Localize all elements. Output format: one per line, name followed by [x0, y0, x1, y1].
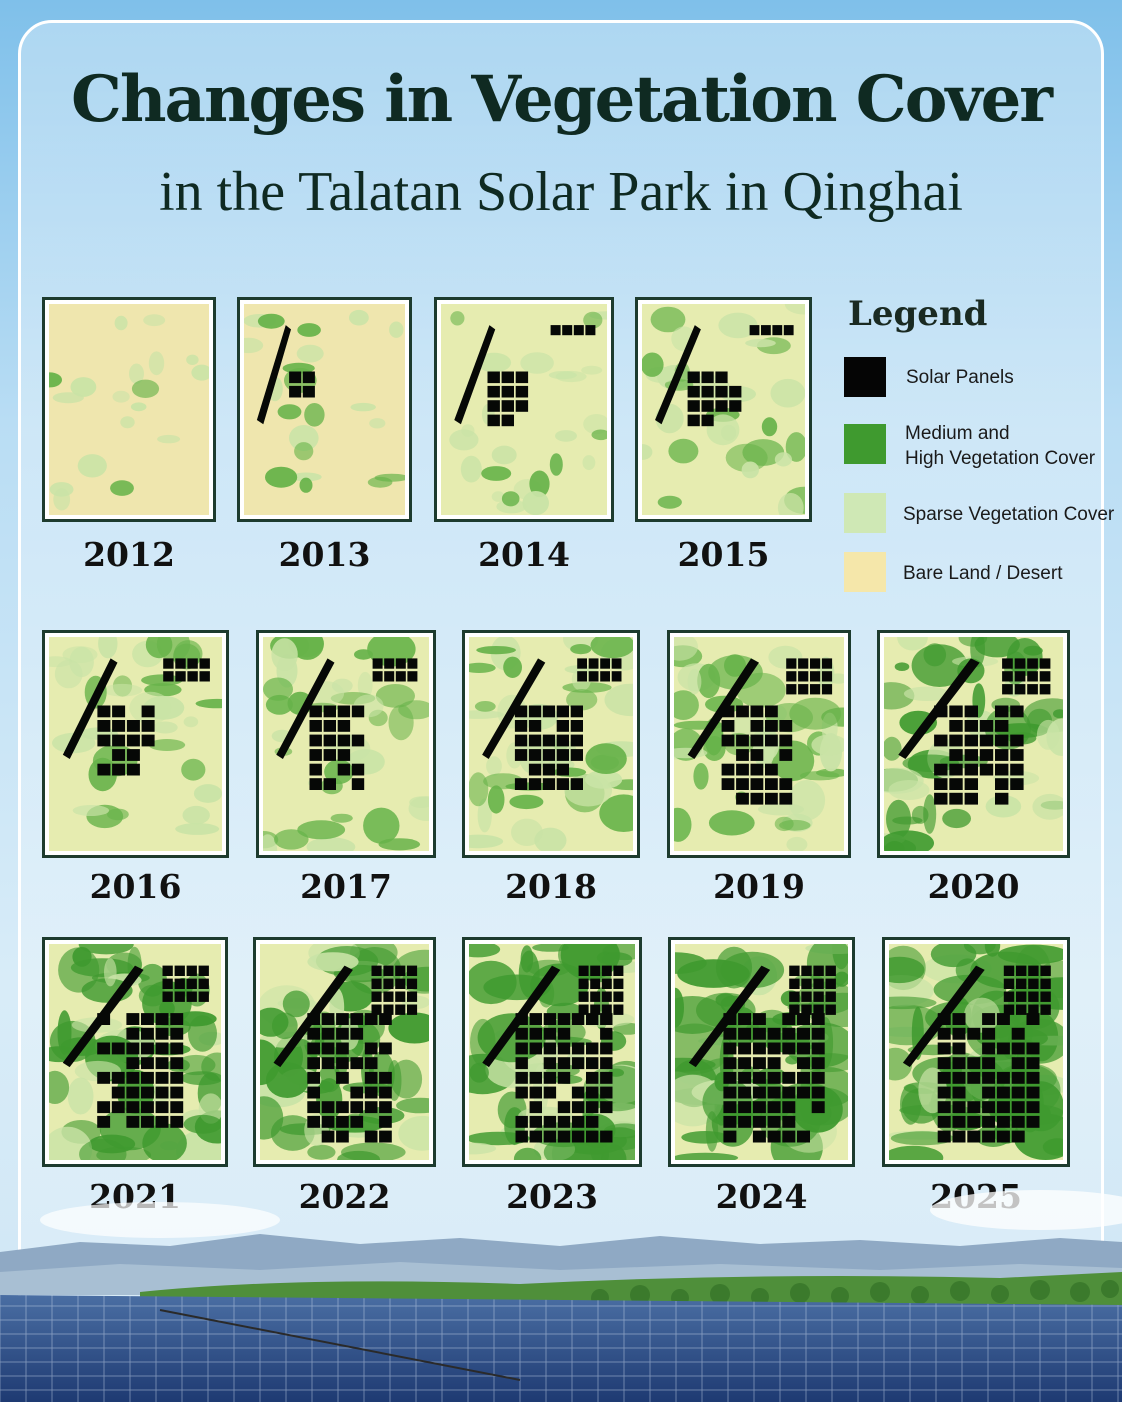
map-render: [263, 637, 429, 851]
legend-label-medium-high-vegetation-2: High Vegetation Cover: [905, 448, 1096, 469]
map-render: [884, 637, 1063, 851]
title-line-2: in the Talatan Solar Park in Qinghai: [159, 161, 963, 223]
map-2024: [668, 937, 855, 1167]
map-2014: [434, 297, 614, 522]
map-2021: [42, 937, 228, 1167]
title-line-1: Changes in Vegetation Cover: [71, 62, 1053, 137]
map-2015: [635, 297, 812, 522]
year-label-2017: 2017: [300, 867, 392, 906]
map-2017: [256, 630, 436, 858]
year-label-2024: 2024: [715, 1177, 808, 1216]
map-render: [49, 637, 222, 851]
map-render: [675, 944, 848, 1160]
map-2020: [877, 630, 1070, 858]
legend-label-bare-land: Bare Land / Desert: [903, 563, 1063, 584]
legend-label-medium-high-vegetation-1: Medium and: [905, 423, 1010, 444]
map-render: [889, 944, 1063, 1160]
year-label-2016: 2016: [89, 867, 182, 906]
map-render: [49, 304, 209, 515]
year-label-2022: 2022: [298, 1177, 391, 1216]
solar-field-scenery: [0, 1190, 1122, 1402]
legend-label-solar-panels: Solar Panels: [906, 367, 1014, 388]
map-2019: [667, 630, 851, 858]
year-label-2014: 2014: [478, 535, 570, 574]
map-render: [469, 944, 635, 1160]
map-2023: [462, 937, 642, 1167]
legend-swatch-bare-land: [844, 552, 886, 592]
legend-label-sparse-vegetation: Sparse Vegetation Cover: [903, 504, 1115, 525]
map-render: [469, 637, 633, 851]
year-label-2018: 2018: [505, 867, 597, 906]
year-label-2019: 2019: [713, 867, 805, 906]
map-render: [49, 944, 221, 1160]
map-2016: [42, 630, 229, 858]
year-label-2020: 2020: [927, 867, 1020, 906]
legend-swatch-solar-panels: [844, 357, 886, 397]
map-2025: [882, 937, 1070, 1167]
map-render: [244, 304, 405, 515]
legend-heading: Legend: [848, 294, 988, 334]
legend-swatch-sparse-vegetation: [844, 493, 886, 533]
year-label-2023: 2023: [506, 1177, 598, 1216]
year-label-2015: 2015: [677, 535, 770, 574]
map-2022: [253, 937, 436, 1167]
map-render: [674, 637, 844, 851]
year-label-2012: 2012: [83, 535, 175, 574]
map-2013: [237, 297, 412, 522]
year-label-2013: 2013: [278, 535, 371, 574]
map-2018: [462, 630, 640, 858]
map-2012: [42, 297, 216, 522]
map-render: [260, 944, 429, 1160]
map-render: [642, 304, 805, 515]
map-render: [441, 304, 607, 515]
legend-swatch-medium-high-vegetation: [844, 424, 886, 464]
